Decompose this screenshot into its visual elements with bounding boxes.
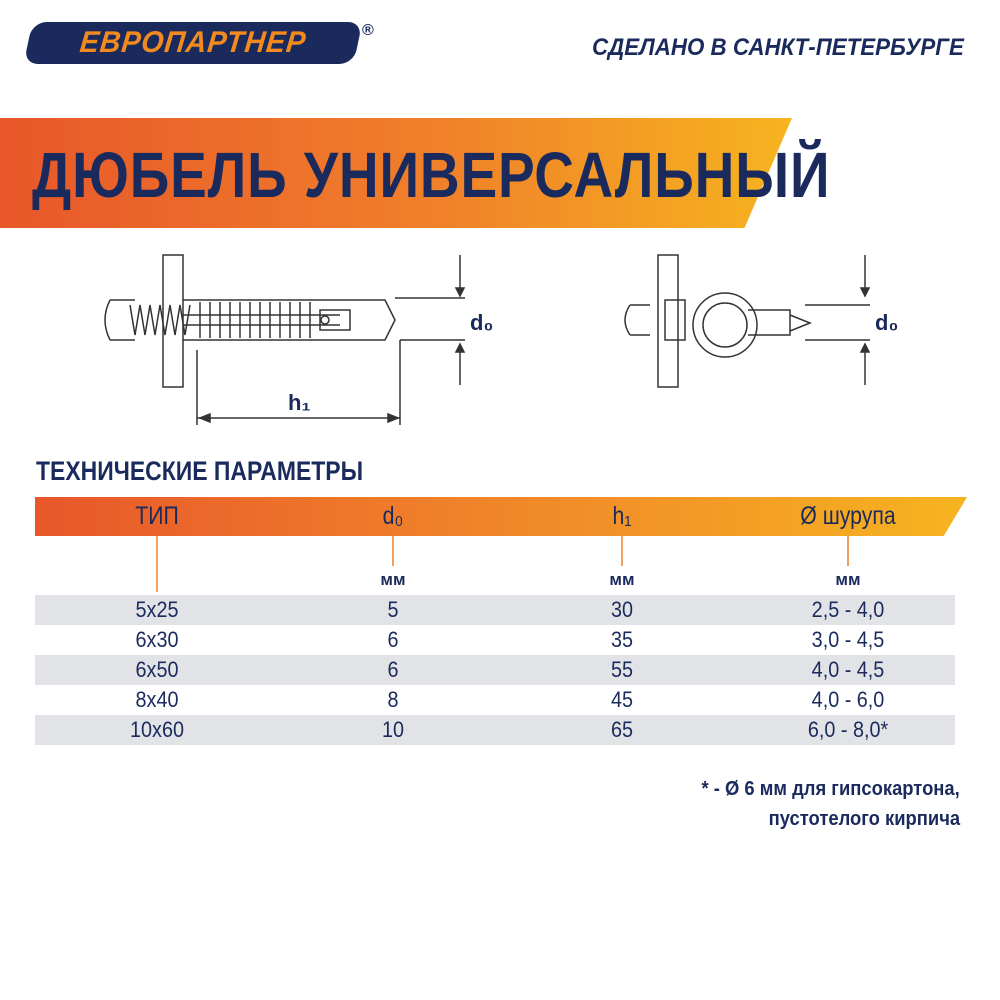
column-tick <box>392 536 394 566</box>
table-cell: 65 <box>610 717 634 742</box>
table-cell: 6,0 - 8,0* <box>807 717 889 742</box>
dowel-diagram-straight <box>104 254 466 425</box>
table-cell: 10 <box>381 717 405 742</box>
brand-logo: ЕВРОПАРТНЕР <box>23 22 363 64</box>
table-cell: 6x50 <box>135 657 179 682</box>
table-row: 10x60 10 65 6,0 - 8,0* <box>35 715 955 745</box>
dowel-diagram-knotted <box>624 254 871 388</box>
table-cell: 4,0 - 4,5 <box>811 657 885 682</box>
column-tick <box>847 536 849 566</box>
table-cell: 6x30 <box>135 627 179 652</box>
title-banner <box>0 118 792 228</box>
table-row: 8x40 8 45 4,0 - 6,0 <box>35 685 955 715</box>
unit-screw: мм <box>835 570 861 589</box>
table-cell: 8x40 <box>135 687 179 712</box>
logo-text: ЕВРОПАРТНЕР <box>78 26 308 59</box>
table-cell: 8 <box>387 687 399 712</box>
h1-label: h₁ <box>288 390 311 415</box>
section-title: ТЕХНИЧЕСКИЕ ПАРАМЕТРЫ <box>36 456 364 486</box>
col-header-type: ТИП <box>135 502 179 530</box>
table-row: 6x50 6 55 4,0 - 4,5 <box>35 655 955 685</box>
column-tick <box>621 536 623 566</box>
table-cell: 4,0 - 6,0 <box>811 687 885 712</box>
table-row: 5x25 5 30 2,5 - 4,0 <box>35 595 955 625</box>
table-header-bar <box>35 497 967 536</box>
table-cell: 6 <box>387 627 399 652</box>
col-header-d0: d₀ <box>382 502 404 530</box>
tagline: СДЕЛАНО В САНКТ-ПЕТЕРБУРГЕ <box>592 34 964 61</box>
table-cell: 10x60 <box>130 717 184 742</box>
d0-label-right: d₀ <box>875 310 898 335</box>
dowel-diagrams: d₀ d₀ h₁ <box>104 254 898 425</box>
table-cell: 3,0 - 4,5 <box>811 627 885 652</box>
table-cell: 30 <box>610 597 634 622</box>
table-cell: 6 <box>387 657 399 682</box>
table-cell: 2,5 - 4,0 <box>811 597 885 622</box>
table-cell: 45 <box>610 687 634 712</box>
unit-h1: мм <box>609 570 635 589</box>
registered-mark: ® <box>362 22 374 39</box>
table-cell: 5 <box>387 597 399 622</box>
d0-label-left: d₀ <box>470 310 493 335</box>
footnote-line-1: * - Ø 6 мм для гипсокартона, <box>701 778 960 800</box>
table-cell: 5x25 <box>135 597 179 622</box>
footnote-line-2: пустотелого кирпича <box>768 808 960 830</box>
page-title: ДЮБЕЛЬ УНИВЕРСАЛЬНЫЙ <box>32 139 831 211</box>
table-cell: 55 <box>610 657 634 682</box>
table-cell: 35 <box>610 627 634 652</box>
unit-d0: мм <box>380 570 406 589</box>
col-header-screw: Ø шурупа <box>800 502 896 530</box>
col-header-h1: h₁ <box>612 502 632 530</box>
table-row: 6x30 6 35 3,0 - 4,5 <box>35 625 955 655</box>
column-tick <box>156 536 158 592</box>
